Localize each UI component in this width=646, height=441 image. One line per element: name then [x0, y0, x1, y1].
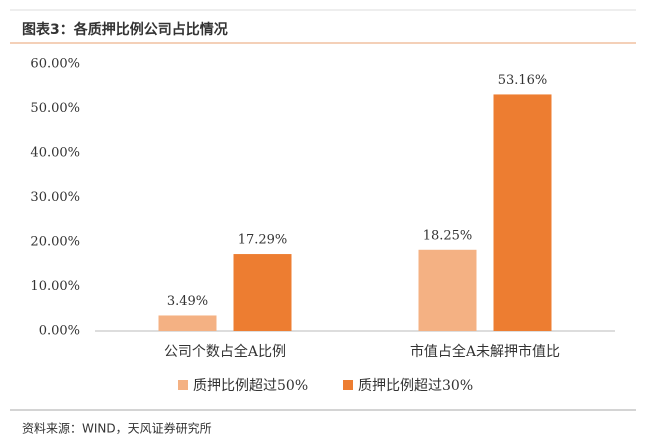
value-label: 53.16% [498, 73, 548, 88]
source-note: 资料来源：WIND，天风证券研究所 [22, 421, 212, 436]
y-tick-label: 50.00% [30, 101, 80, 116]
legend-label: 质押比例超过30% [358, 378, 473, 394]
value-label: 3.49% [167, 294, 208, 309]
y-tick-label: 20.00% [30, 235, 80, 250]
bar [493, 94, 552, 331]
x-tick-label: 市值占全A未解押市值比 [410, 343, 560, 360]
bar [158, 315, 217, 331]
chart-title: 图表3：各质押比例公司占比情况 [22, 21, 228, 38]
y-tick-label: 40.00% [30, 146, 80, 161]
legend-label: 质押比例超过50% [193, 378, 308, 394]
y-tick-label: 60.00% [30, 57, 80, 72]
y-tick-label: 10.00% [30, 279, 80, 294]
value-label: 18.25% [423, 228, 473, 243]
x-tick-label: 公司个数占全A比例 [164, 343, 286, 360]
y-tick-label: 0.00% [39, 324, 80, 339]
value-label: 17.29% [238, 233, 288, 248]
bar [233, 254, 292, 331]
legend-swatch [178, 380, 188, 390]
legend-swatch [343, 380, 353, 390]
y-tick-label: 30.00% [30, 190, 80, 205]
bar [418, 249, 477, 331]
